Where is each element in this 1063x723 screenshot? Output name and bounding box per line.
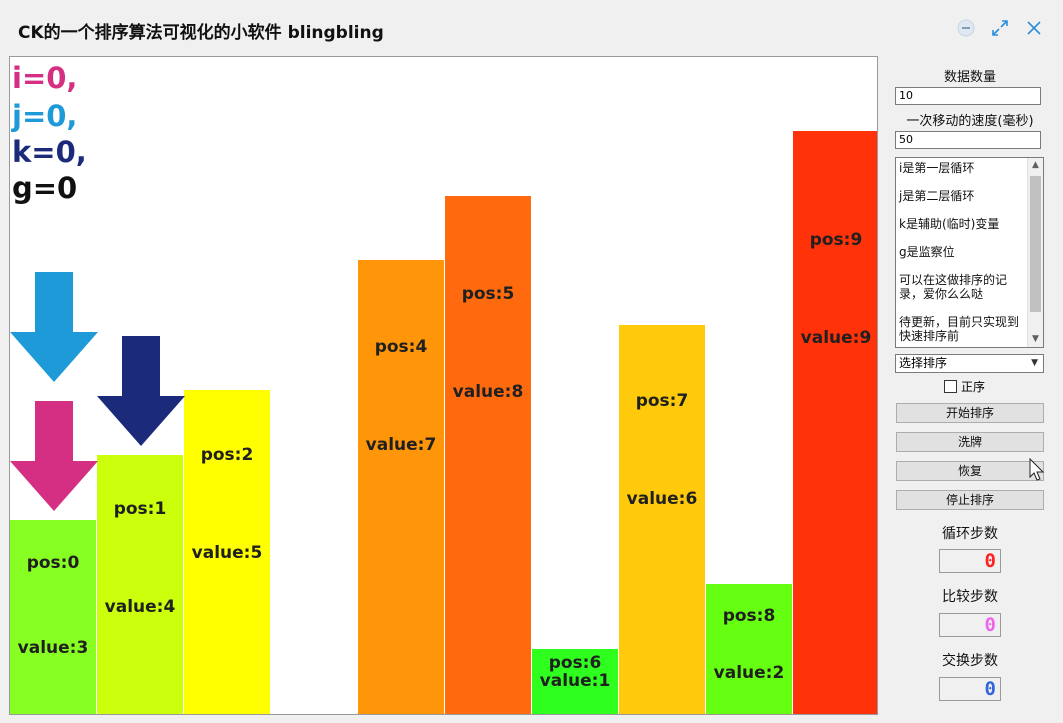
bar-pos-label: pos:6 [548, 653, 602, 673]
var-k: k=0, [12, 135, 87, 169]
k-pointer-arrow [97, 336, 185, 446]
close-button[interactable] [1022, 16, 1046, 40]
control-panel: 数据数量 10 一次移动的速度(毫秒) 50 i是第一层循环 j是第二层循环 k… [890, 56, 1050, 716]
bar-value-label: value:4 [104, 597, 176, 617]
maximize-icon [992, 20, 1008, 36]
minimize-icon [957, 19, 975, 37]
compare-steps-counter: 0 [939, 613, 1001, 637]
bar-pos-label: pos:7 [635, 391, 689, 411]
algorithm-select[interactable]: 选择排序 ▼ [895, 354, 1044, 373]
count-label: 数据数量 [943, 70, 996, 85]
bar-pos-label: pos:4 [374, 337, 428, 357]
start-sort-button[interactable]: 开始排序 [896, 403, 1044, 423]
algorithm-select-value: 选择排序 [899, 356, 948, 370]
sort-bar: pos:4 value:7 [358, 260, 445, 714]
bar-value-label: value:1 [539, 671, 611, 691]
bar-value-label: value:5 [191, 543, 263, 563]
note-item: k是辅助(临时)变量 [899, 217, 1000, 231]
loop-steps-counter: 0 [939, 549, 1001, 573]
sort-bar: pos:0 value:3 [10, 520, 97, 714]
scroll-up-icon[interactable]: ▲ [1032, 160, 1039, 170]
compare-steps-label: 比较步数 [942, 589, 998, 605]
chevron-down-icon: ▼ [1031, 358, 1038, 368]
ascending-checkbox[interactable] [944, 380, 957, 393]
var-g: g=0 [12, 171, 78, 205]
maximize-button[interactable] [988, 16, 1012, 40]
sort-bar: pos:7 value:6 [619, 325, 706, 714]
bar-pos-label: pos:2 [200, 445, 254, 465]
sort-visualization-canvas: pos:0 value:3 pos:1 value:4 pos:2 value:5 pos:… [9, 56, 878, 715]
bar-pos-label: pos:8 [722, 606, 776, 626]
bar-pos-label: pos:9 [809, 230, 863, 250]
bar-pos-label: pos:0 [26, 553, 80, 573]
bar-value-label: value:3 [17, 638, 89, 658]
note-item: 可以在这做排序的记录，爱你么么哒 [899, 273, 1008, 301]
swap-steps-label: 交换步数 [942, 653, 998, 669]
note-item: 待更新，目前只实现到快速排序前 [899, 315, 1020, 343]
var-i: i=0, [12, 61, 78, 95]
count-input[interactable]: 10 [895, 87, 1041, 105]
shuffle-button[interactable]: 洗牌 [896, 432, 1044, 452]
bar-value-label: value:6 [626, 489, 698, 509]
sort-bar: pos:1 value:4 [97, 455, 184, 714]
sort-bar: pos:2 value:5 [184, 390, 271, 714]
var-j: j=0, [12, 99, 78, 133]
bar-value-label: value:9 [800, 328, 872, 348]
mouse-cursor-icon [1029, 458, 1045, 481]
speed-label: 一次移动的速度(毫秒) [906, 114, 1034, 129]
stop-sort-button[interactable]: 停止排序 [896, 490, 1044, 510]
sort-bar: pos:8 value:2 [706, 584, 793, 714]
i-pointer-arrow [10, 401, 98, 511]
sort-bar: pos:6 value:1 [532, 649, 619, 714]
sort-bar: pos:5 value:8 [445, 196, 532, 714]
scroll-down-icon[interactable]: ▼ [1032, 334, 1039, 344]
bar-value-label: value:2 [713, 663, 785, 683]
loop-steps-label: 循环步数 [942, 526, 998, 542]
j-pointer-arrow [10, 272, 98, 382]
close-icon [1027, 21, 1041, 35]
note-item: j是第二层循环 [899, 189, 975, 203]
sort-bar: pos:9 value:9 [793, 131, 877, 714]
restore-button[interactable]: 恢复 [896, 461, 1044, 481]
ascending-checkbox-row[interactable]: 正序 [944, 378, 985, 395]
scroll-thumb[interactable] [1030, 176, 1041, 312]
speed-input[interactable]: 50 [895, 131, 1041, 149]
note-item: g是监察位 [899, 245, 955, 259]
minimize-button[interactable] [954, 16, 978, 40]
bar-value-label: value:8 [452, 382, 524, 402]
bar-pos-label: pos:1 [113, 499, 167, 519]
notes-textarea[interactable]: i是第一层循环 j是第二层循环 k是辅助(临时)变量 g是监察位 可以在这做排序… [895, 157, 1044, 348]
bar-value-label: value:7 [365, 435, 437, 455]
ascending-checkbox-label: 正序 [961, 380, 986, 394]
swap-steps-counter: 0 [939, 677, 1001, 701]
window-title: CK的一个排序算法可视化的小软件 blingbling [18, 23, 384, 43]
title-bar: CK的一个排序算法可视化的小软件 blingbling [0, 0, 1063, 56]
bar-pos-label: pos:5 [461, 284, 515, 304]
note-item: i是第一层循环 [899, 161, 975, 175]
notes-scrollbar[interactable]: ▲ ▼ [1027, 158, 1043, 347]
